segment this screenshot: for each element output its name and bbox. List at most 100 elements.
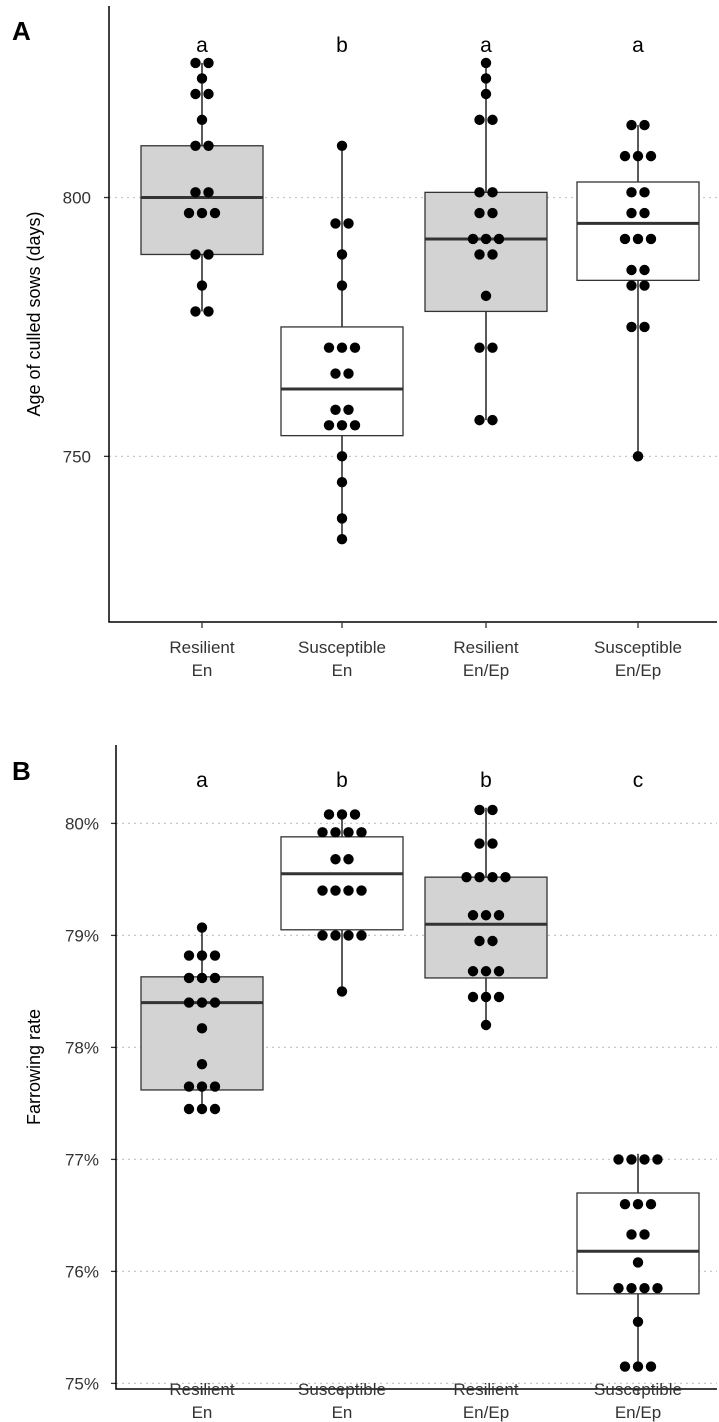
data-point [336,249,348,260]
x-tick-label: En [332,1403,353,1422]
data-point [209,1103,221,1115]
data-point [626,264,637,276]
data-point [639,187,650,198]
data-point [493,966,505,977]
box [576,1192,700,1295]
y-tick-label: 750 [63,447,91,466]
data-point [183,950,195,961]
panel-a: 750 800 Age of culled sows (days) A Resilien… [12,6,717,680]
x-tick-label: Resilient [169,638,234,657]
data-point [209,1081,221,1092]
data-point [336,342,348,353]
data-point [639,321,650,333]
data-point [626,321,637,333]
data-point [474,249,485,260]
panel-letter: A [12,16,31,46]
data-point [626,280,637,291]
data-point [639,1154,650,1165]
data-point [632,1361,644,1372]
data-point [487,249,498,260]
data-point [330,854,341,865]
data-point [330,368,341,379]
x-tick-label: Susceptible [298,638,386,657]
x-tick-label: En [192,661,213,680]
data-point [626,1283,637,1294]
data-point [190,140,201,151]
x-tick-label: Resilient [453,1380,518,1399]
data-point [317,885,328,896]
data-point [467,910,479,921]
data-point [474,838,485,849]
data-point [330,404,341,415]
data-point [196,1023,208,1034]
x-tick-label: Resilient [169,1380,234,1399]
data-point [196,972,208,984]
y-tick-label: 80% [65,814,99,833]
data-point [474,804,485,816]
data-point [487,838,498,849]
data-point [356,885,367,896]
data-point [343,827,354,838]
data-point [349,420,361,431]
data-point [639,264,650,276]
axes [108,6,717,623]
x-tick-label: En/Ep [463,1403,509,1422]
data-point [203,88,214,100]
data-point [203,306,214,317]
data-point [474,871,485,883]
data-point [467,233,479,245]
data-point [487,187,498,198]
data-point [336,280,348,291]
x-tick-label: En/Ep [463,661,509,680]
data-point [480,1019,492,1031]
data-point [613,1283,624,1294]
box [424,876,548,979]
data-point [480,290,492,302]
data-point [209,950,221,961]
data-point [474,935,485,947]
data-point [317,827,328,838]
data-point [203,57,214,69]
data-point [330,827,341,838]
data-point [487,871,498,883]
data-point [487,342,498,353]
data-point [203,249,214,260]
data-point [336,420,348,431]
data-point [343,885,354,896]
data-point [619,150,631,162]
data-point [323,809,335,820]
data-point [190,57,201,69]
data-point [196,1059,208,1070]
data-point [467,966,479,977]
data-point [336,451,348,462]
data-point [493,991,505,1003]
data-point [474,207,485,219]
data-point [196,73,208,84]
y-axis-label: Age of culled sows (days) [24,211,44,416]
data-point [645,233,657,245]
data-point [336,533,348,545]
data-point [336,986,348,997]
data-point [480,991,492,1003]
data-point [652,1283,663,1294]
significance-letter: a [480,34,492,57]
data-point [480,910,492,921]
significance-letter: b [336,769,348,792]
data-point [336,477,348,488]
data-point [323,420,335,431]
data-point [487,935,498,947]
data-point [196,280,208,291]
data-point [343,218,354,229]
data-point [474,342,485,353]
significance-letter: a [196,769,208,792]
data-point [356,930,367,941]
data-point [343,930,354,941]
data-point [632,1316,644,1328]
data-point [183,207,195,219]
data-point [487,114,498,126]
data-point [493,233,505,245]
data-point [190,249,201,260]
data-point [632,1199,644,1210]
data-point [480,966,492,977]
panel-b: 75% 76% 77% 78% 79% 80% Farrowing rate B Resilie… [12,745,717,1422]
